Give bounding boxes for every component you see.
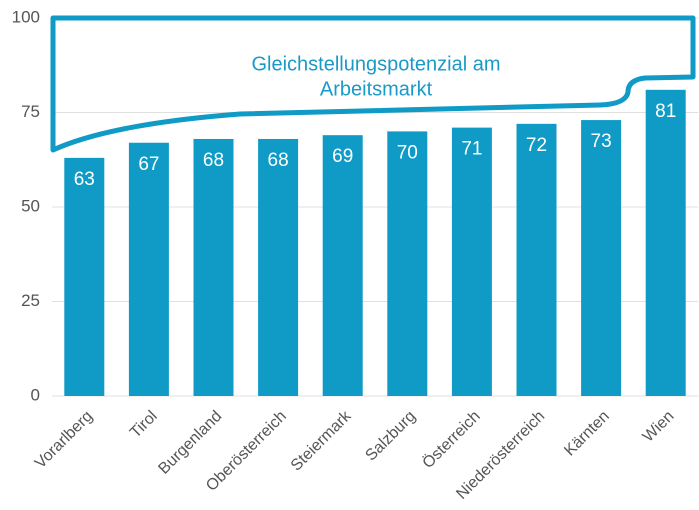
data-label: 71: [461, 139, 482, 160]
bar: [581, 120, 622, 396]
y-tick-label: 25: [21, 291, 40, 310]
x-tick-label: Wien: [640, 408, 678, 446]
data-label: 81: [655, 101, 676, 122]
bar: [387, 131, 428, 396]
x-tick-label: Vorarlberg: [32, 408, 96, 472]
bar: [64, 157, 105, 396]
data-label: 70: [397, 142, 418, 163]
bar: [322, 135, 363, 396]
data-label: 69: [332, 146, 353, 167]
bar: [451, 127, 492, 397]
x-tick-label: Kärnten: [561, 408, 613, 460]
bar: [516, 123, 557, 396]
bar: [193, 138, 234, 396]
x-tick-label: Österreich: [419, 407, 484, 472]
bar: [128, 142, 169, 396]
x-tick-label: Salzburg: [362, 408, 419, 465]
annotation-shape: [50, 15, 696, 153]
y-tick-label: 0: [31, 385, 40, 404]
y-tick-label: 75: [21, 102, 40, 121]
data-label: 68: [268, 150, 289, 171]
data-label: 67: [138, 154, 159, 175]
x-tick-label: Burgenland: [155, 408, 225, 478]
data-label: 68: [203, 150, 224, 171]
data-label: 72: [526, 135, 547, 156]
x-tick-label: Steiermark: [288, 407, 355, 474]
data-label: 63: [74, 169, 95, 190]
data-label: 73: [591, 131, 612, 152]
annotation: Arbeitsmarkt: [320, 78, 433, 100]
annotation: Gleichstellungspotenzial am: [251, 53, 500, 75]
x-tick-label: Tirol: [127, 408, 161, 442]
bar: [258, 138, 299, 396]
bar: [645, 89, 686, 396]
y-tick-label: 100: [12, 7, 40, 26]
y-tick-label: 50: [21, 196, 40, 215]
